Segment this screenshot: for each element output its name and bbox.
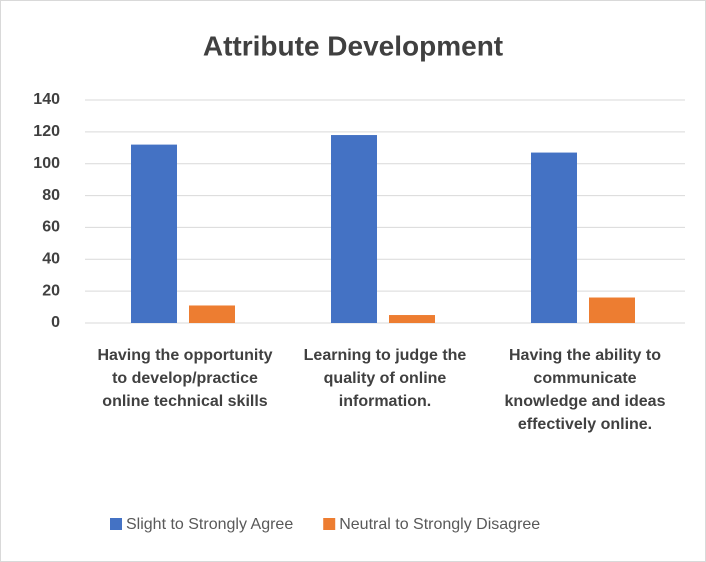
- legend-label: Slight to Strongly Agree: [126, 516, 293, 533]
- x-tick-label: Having the ability to communicate knowle…: [504, 347, 666, 433]
- bar: [331, 135, 377, 323]
- bar: [531, 152, 577, 323]
- bar: [389, 315, 435, 323]
- legend-label: Neutral to Strongly Disagree: [339, 516, 540, 533]
- y-tick-label: 120: [33, 123, 60, 140]
- y-tick-label: 40: [42, 251, 60, 268]
- y-tick-label: 140: [33, 91, 60, 108]
- legend-swatch: [323, 518, 336, 530]
- y-tick-label: 0: [51, 314, 60, 331]
- y-tick-label: 60: [42, 219, 60, 236]
- bar: [189, 305, 235, 323]
- y-tick-label: 20: [42, 282, 60, 299]
- bar: [131, 144, 177, 323]
- x-tick-label: Learning to judge the quality of online …: [303, 347, 467, 410]
- bar: [589, 297, 635, 323]
- legend-swatch: [110, 518, 122, 530]
- y-tick-label: 100: [33, 155, 60, 172]
- y-tick-label: 80: [42, 187, 60, 204]
- x-tick-label: Having the opportunity to develop/practi…: [97, 347, 273, 410]
- chart-title: Attribute Development: [203, 30, 503, 61]
